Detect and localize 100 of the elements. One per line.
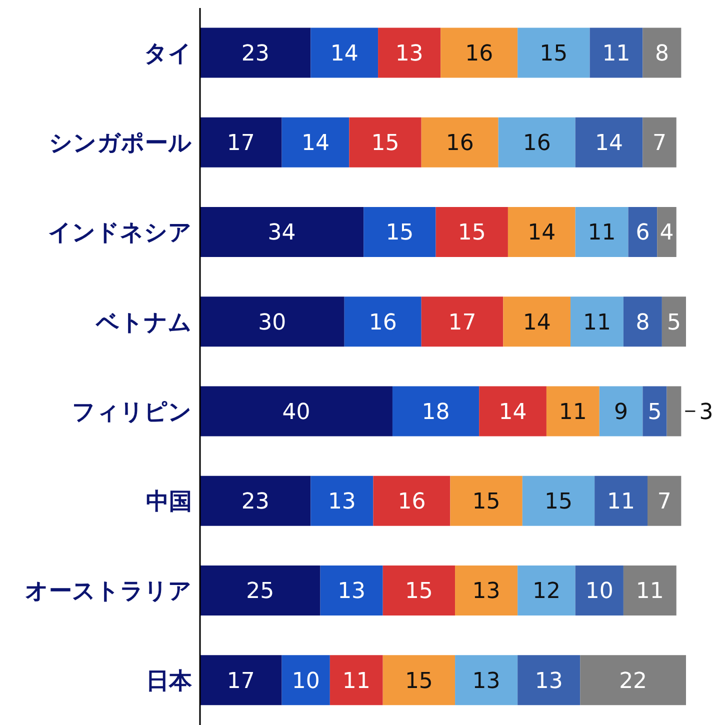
data-label: 30 [258,310,286,336]
bar [623,296,662,347]
bar [642,117,676,168]
data-label: 10 [292,668,320,694]
bar [200,565,320,616]
bar [518,565,576,616]
data-label: 16 [465,41,494,66]
bar [378,28,441,78]
bar [666,386,682,436]
data-label: 14 [528,220,556,246]
bar [599,386,643,436]
data-label: 4 [660,220,674,246]
bar [382,565,456,616]
bar [503,296,571,347]
data-label: 25 [246,579,274,604]
bar [455,655,518,706]
data-label: 14 [595,131,624,156]
bar [546,386,600,436]
data-label: 7 [657,490,672,515]
bar [330,655,383,706]
data-label: 13 [472,579,500,604]
bar [479,386,546,436]
data-label: 13 [338,579,366,604]
y-tick-label: インドネシア [48,220,192,246]
bar [623,565,676,616]
bar [421,117,498,168]
data-label: 15 [458,220,486,246]
data-label: 5 [666,310,681,336]
bar [436,206,508,257]
bar [200,655,282,706]
bar [590,28,643,78]
bar [364,206,436,257]
bar [508,206,576,257]
data-label: 16 [398,490,426,515]
data-label: 15 [404,579,433,604]
bar [657,206,676,257]
bar [648,476,682,526]
data-label: 18 [422,400,450,425]
data-label: 11 [588,220,616,246]
y-tick-label: 日本 [146,668,193,694]
y-tick-label: オーストラリア [25,578,192,605]
data-label: 11 [602,41,630,66]
data-label: 14 [301,131,330,156]
data-label: 34 [268,220,296,246]
bar [344,296,422,347]
bar [628,206,658,257]
data-label: 22 [619,668,648,694]
data-label: 3 [699,400,714,425]
y-tick-label: フィリピン [72,399,192,426]
bar [200,28,311,78]
data-label: 16 [522,131,551,156]
bar [200,476,311,526]
bar [455,565,518,616]
data-label: 11 [636,579,664,604]
data-label: 15 [472,490,500,515]
bar [200,206,364,257]
data-label: 11 [607,490,636,515]
bar [575,117,643,168]
data-label: 8 [636,310,650,336]
data-label: 14 [330,41,358,66]
data-label: 16 [368,310,397,336]
data-label: 11 [342,668,370,694]
bar [373,476,450,526]
data-label: 12 [532,579,560,604]
data-label: 15 [544,490,572,515]
data-label: 8 [654,41,669,66]
data-label: 13 [395,41,424,66]
data-label: 17 [448,310,476,336]
data-label: 15 [540,41,568,66]
bar [575,206,628,257]
data-label: 17 [226,668,255,694]
data-label: 9 [614,400,628,425]
data-label: 6 [636,220,650,246]
bar [522,476,595,526]
bar [440,28,518,78]
bar [518,28,590,78]
data-label: 7 [652,131,667,156]
bar [594,476,648,526]
data-label: 15 [386,220,414,246]
data-label: 14 [522,310,551,336]
data-label: 13 [328,490,356,515]
bar [200,386,392,436]
data-label: 13 [472,668,500,694]
bar [310,476,374,526]
data-label: 15 [371,131,400,156]
bar [310,28,378,78]
y-tick-label: タイ [144,40,192,67]
data-label: 23 [241,41,270,66]
data-label: 13 [534,668,563,694]
bar [642,28,682,78]
bar [392,386,480,436]
data-label: 5 [648,400,662,425]
bar [518,655,580,706]
data-label: 40 [282,400,310,425]
y-tick-label: シンガポール [49,130,192,157]
bar [662,296,686,347]
y-tick-label: ベトナム [95,310,192,336]
data-label: 14 [498,400,527,425]
data-label: 11 [582,310,611,336]
bar [200,117,282,168]
